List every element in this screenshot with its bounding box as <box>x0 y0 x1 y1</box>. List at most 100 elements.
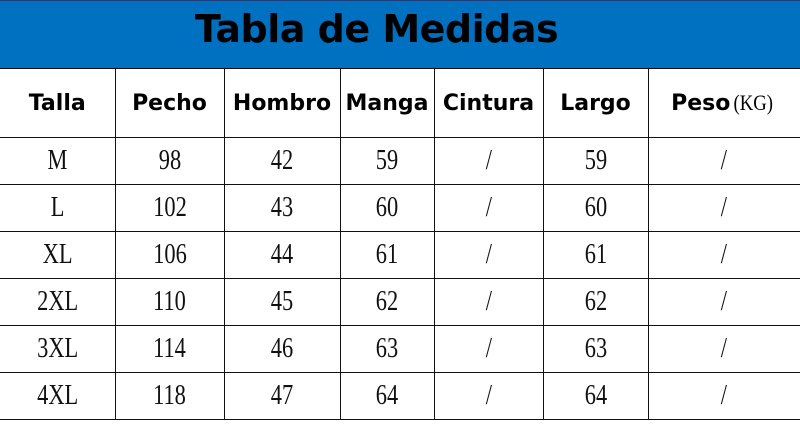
cell-value: / <box>485 145 492 176</box>
header-largo: Largo <box>542 68 649 138</box>
cell-value: 61 <box>584 239 607 270</box>
header-cintura: Cintura <box>433 68 544 138</box>
cell-value: 42 <box>270 145 294 176</box>
cell-value: M <box>47 145 68 176</box>
cell-peso: / <box>647 231 800 279</box>
cell-value: 106 <box>152 239 187 270</box>
cell-value: 61 <box>375 239 399 270</box>
peso-unit: (KG) <box>733 90 774 115</box>
table-row: XL 106 44 61 / 61 / <box>0 231 800 279</box>
cell-manga: 64 <box>339 372 435 420</box>
table-row: 3XL 114 46 63 / 63 / <box>0 325 800 373</box>
header-pecho: Pecho <box>114 68 225 138</box>
cell-cintura: / <box>433 137 544 185</box>
cell-largo: 62 <box>542 278 649 326</box>
cell-talla: M <box>0 137 116 185</box>
cell-value: 43 <box>270 192 294 223</box>
cell-hombro: 47 <box>223 372 341 420</box>
cell-talla: 4XL <box>0 372 116 420</box>
cell-pecho: 106 <box>114 231 225 279</box>
cell-value: 62 <box>375 286 399 317</box>
cell-talla: L <box>0 184 116 232</box>
cell-manga: 60 <box>339 184 435 232</box>
cell-value: 64 <box>375 380 399 411</box>
cell-value: 59 <box>375 145 399 176</box>
cell-value: 46 <box>270 333 294 364</box>
cell-cintura: / <box>433 372 544 420</box>
peso-label: Peso <box>671 91 731 116</box>
cell-pecho: 98 <box>114 137 225 185</box>
cell-hombro: 46 <box>223 325 341 373</box>
cell-value: / <box>720 239 728 270</box>
cell-value: / <box>485 192 492 223</box>
cell-largo: 61 <box>542 231 649 279</box>
cell-pecho: 118 <box>114 372 225 420</box>
cell-largo: 59 <box>542 137 649 185</box>
cell-value: 63 <box>375 333 399 364</box>
cell-cintura: / <box>433 184 544 232</box>
cell-largo: 60 <box>542 184 649 232</box>
title-banner: Tabla de Medidas <box>0 0 800 68</box>
cell-value: 59 <box>584 145 607 176</box>
cell-value: 110 <box>153 286 186 317</box>
cell-peso: / <box>647 137 800 185</box>
cell-value: / <box>720 145 728 176</box>
header-row: Talla Pecho Hombro Manga Cintura Largo P… <box>0 68 800 138</box>
cell-value: 45 <box>270 286 294 317</box>
cell-value: / <box>485 239 492 270</box>
cell-cintura: / <box>433 231 544 279</box>
cell-value: 118 <box>153 380 186 411</box>
cell-value: / <box>720 380 728 411</box>
cell-hombro: 42 <box>223 137 341 185</box>
cell-manga: 62 <box>339 278 435 326</box>
cell-value: 4XL <box>36 380 78 411</box>
cell-value: / <box>720 333 728 364</box>
cell-value: 98 <box>158 145 181 176</box>
header-hombro: Hombro <box>223 68 341 138</box>
cell-value: 60 <box>375 192 399 223</box>
header-talla: Talla <box>0 68 116 138</box>
cell-pecho: 102 <box>114 184 225 232</box>
cell-peso: / <box>647 372 800 420</box>
cell-largo: 64 <box>542 372 649 420</box>
page-title: Tabla de Medidas <box>194 7 559 51</box>
cell-peso: / <box>647 325 800 373</box>
cell-hombro: 43 <box>223 184 341 232</box>
cell-value: XL <box>42 239 73 270</box>
table-row: L 102 43 60 / 60 / <box>0 184 800 232</box>
size-table: Talla Pecho Hombro Manga Cintura Largo P… <box>0 68 800 420</box>
table-row: 2XL 110 45 62 / 62 / <box>0 278 800 326</box>
cell-peso: / <box>647 278 800 326</box>
cell-value: / <box>720 286 728 317</box>
cell-value: / <box>485 286 492 317</box>
cell-value: 102 <box>152 192 187 223</box>
cell-cintura: / <box>433 278 544 326</box>
cell-value: 44 <box>270 239 294 270</box>
cell-manga: 63 <box>339 325 435 373</box>
cell-value: 62 <box>584 286 607 317</box>
header-manga: Manga <box>339 68 435 138</box>
cell-talla: 2XL <box>0 278 116 326</box>
cell-value: 60 <box>584 192 607 223</box>
cell-value: 47 <box>270 380 294 411</box>
cell-manga: 61 <box>339 231 435 279</box>
cell-pecho: 110 <box>114 278 225 326</box>
cell-talla: XL <box>0 231 116 279</box>
cell-value: / <box>720 192 728 223</box>
header-peso: Peso (KG) <box>647 68 800 138</box>
table-row: M 98 42 59 / 59 / <box>0 137 800 185</box>
cell-value: 2XL <box>36 286 78 317</box>
cell-hombro: 45 <box>223 278 341 326</box>
cell-hombro: 44 <box>223 231 341 279</box>
cell-peso: / <box>647 184 800 232</box>
cell-value: 114 <box>153 333 186 364</box>
cell-value: L <box>50 192 65 223</box>
cell-value: / <box>485 333 492 364</box>
cell-value: / <box>485 380 492 411</box>
cell-largo: 63 <box>542 325 649 373</box>
cell-talla: 3XL <box>0 325 116 373</box>
cell-value: 63 <box>584 333 607 364</box>
cell-cintura: / <box>433 325 544 373</box>
cell-value: 64 <box>584 380 607 411</box>
cell-value: 3XL <box>36 333 78 364</box>
